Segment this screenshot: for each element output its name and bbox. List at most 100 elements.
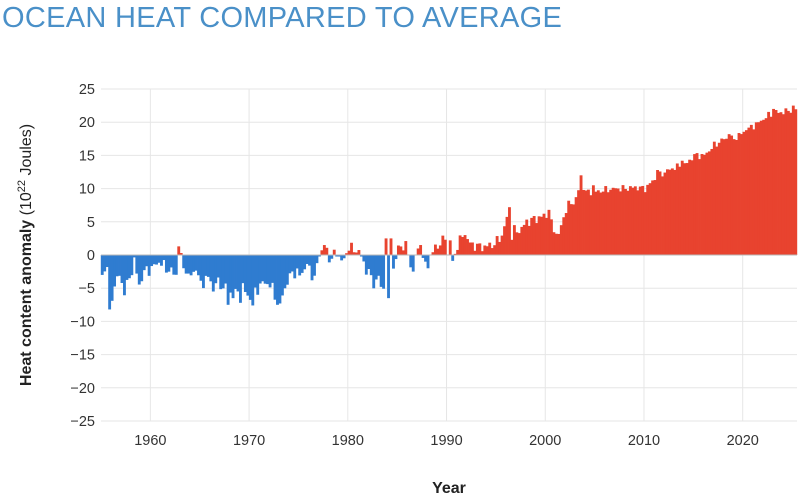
y-tick-label: 5 [87,215,95,231]
anomaly-bar [735,139,738,255]
anomaly-bar [749,124,753,256]
anomaly-bar [433,244,437,255]
anomaly-bar [463,235,467,255]
anomaly-bar [599,192,603,255]
anomaly-bar [725,138,729,255]
anomaly-bar [399,246,403,255]
anomaly-bar [305,255,309,264]
anomaly-bar [182,255,186,269]
anomaly-bar [438,245,442,255]
anomaly-bar [261,255,265,282]
anomaly-bar [495,236,499,255]
anomaly-bar [315,255,319,264]
x-tick-label: 2000 [529,433,561,449]
anomaly-bar [670,168,674,255]
anomaly-bar [451,255,455,261]
anomaly-bar [789,112,793,255]
anomaly-bar [471,242,474,255]
anomaly-bar [426,255,430,269]
anomaly-bar [416,248,420,255]
anomaly-bar [577,190,581,255]
anomaly-bar [379,255,383,287]
anomaly-bar [201,255,205,289]
y-axis-unit-exponent: 22 [16,180,28,192]
anomaly-bar [266,255,270,285]
anomaly-bar [493,245,497,255]
anomaly-bar [382,255,386,289]
anomaly-bar [108,255,112,310]
anomaly-bar [727,134,731,255]
anomaly-bar [730,135,734,255]
anomaly-bar [221,255,225,289]
anomaly-bar [234,255,237,289]
anomaly-bar [359,255,363,257]
anomaly-bar [342,255,346,259]
anomaly-bar [167,255,171,272]
anomaly-bar [791,105,795,255]
anomaly-bar [387,255,390,299]
anomaly-bar [310,255,314,281]
anomaly-bar [473,250,477,255]
anomaly-bar [345,253,349,255]
anomaly-bar [527,225,531,255]
anomaly-bar [327,255,331,263]
anomaly-bar [337,255,341,257]
anomaly-bar [135,255,139,274]
anomaly-bar [214,255,218,284]
anomaly-bar [110,255,114,301]
y-tick-label: −15 [70,348,95,364]
anomaly-bar [658,171,662,255]
anomaly-bar [515,232,519,255]
anomaly-bar [707,151,711,255]
anomaly-bar [295,255,299,269]
anomaly-bar [488,242,492,255]
anomaly-bar [720,138,724,255]
anomaly-bar [350,242,353,255]
anomaly-bar [651,180,655,255]
anomaly-bar [115,255,119,277]
anomaly-bar [364,255,368,275]
x-tick-label: 1980 [332,433,364,449]
anomaly-bar [683,163,687,255]
bars [100,105,798,310]
anomaly-bar [103,255,107,272]
anomaly-bar [569,204,573,255]
anomaly-bar [401,250,405,255]
anomaly-bar [219,255,223,290]
anomaly-bar [278,255,282,304]
anomaly-bar [636,190,640,255]
anomaly-bar [298,255,302,276]
anomaly-bar [396,245,400,255]
anomaly-bar [552,232,556,255]
y-tick-label: 15 [79,148,95,164]
anomaly-bar [621,185,625,255]
y-axis-title: Heat content anomaly (1022 Joules) [16,124,35,386]
anomaly-bar [567,200,571,255]
anomaly-bar [562,217,566,255]
y-tick-label: −25 [70,414,95,430]
anomaly-bar [374,255,378,280]
anomaly-bar [409,255,413,268]
anomaly-bar [243,255,247,292]
anomaly-bar [794,109,798,255]
anomaly-bar [535,223,539,255]
anomaly-bar [441,235,445,255]
anomaly-bar [320,250,324,255]
anomaly-bar [392,255,395,269]
anomaly-bar [653,180,657,255]
anomaly-bar [347,250,351,255]
anomaly-bar [508,207,511,255]
anomaly-bar [705,152,709,255]
anomaly-bar [155,255,158,265]
anomaly-bar [777,112,780,255]
anomaly-bar [293,255,297,279]
anomaly-bar [764,118,768,255]
anomaly-bar [475,243,479,255]
anomaly-bar [147,255,151,276]
anomaly-bar [478,243,482,255]
anomaly-bar [594,191,598,255]
y-tick-label: 10 [79,182,95,198]
anomaly-bar [448,240,452,255]
anomaly-bar [120,255,124,283]
anomaly-bar [641,185,645,255]
